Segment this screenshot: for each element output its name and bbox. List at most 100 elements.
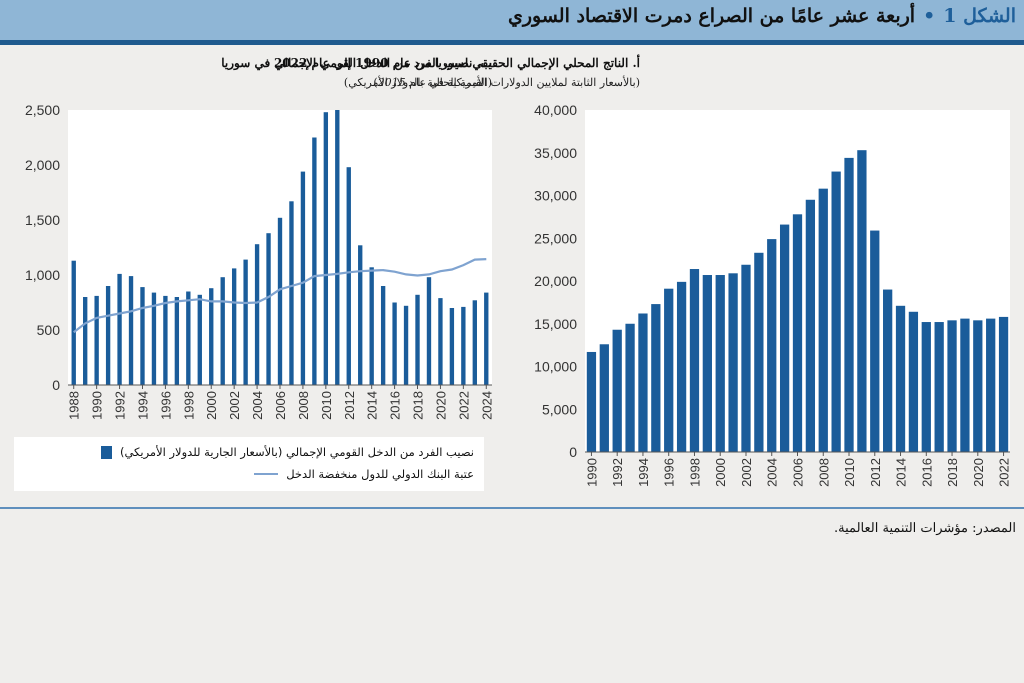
chart-b-bar: [369, 267, 374, 385]
chart-a-ytick-label: 25,000: [534, 230, 577, 246]
chart-b-xtick-label: 2014: [365, 391, 380, 420]
chart-a-bar: [638, 313, 648, 452]
chart-a-bar: [754, 252, 764, 452]
legend-bar-label: نصيب الفرد من الدخل القومي الإجمالي (بال…: [119, 445, 474, 459]
chart-a-bar: [998, 316, 1009, 452]
chart-b-bar: [426, 277, 432, 385]
panel-a-subtitle: (بالأسعار الثابتة لملايين الدولارات الأم…: [373, 76, 640, 89]
chart-b-xtick-label: 1988: [67, 391, 82, 420]
chart-b-bar: [117, 273, 122, 385]
legend-item-line: عتبة البنك الدولي للدول منخفضة الدخل: [254, 467, 474, 481]
chart-b-bar: [94, 295, 99, 385]
chart-b-xtick-label: 2024: [479, 391, 494, 420]
chart-a-bar: [625, 323, 635, 452]
chart-b-gni-per-capita: 0 500 1,000 1,500 2,000 2,500 1988 1990 1992 1994…: [25, 102, 494, 420]
chart-b-ytick-label: 2,000: [25, 157, 60, 173]
legend-bar-swatch: [100, 445, 112, 459]
source-note: المصدر: مؤشرات التنمية العالمية.: [834, 521, 1016, 536]
chart-b-bar: [289, 201, 294, 385]
chart-a-bar: [689, 269, 700, 452]
panel-a-subtitle-end: ): [373, 76, 378, 89]
chart-b-bar: [128, 276, 134, 385]
chart-b-bar: [105, 286, 111, 385]
chart-b-bar: [300, 171, 306, 385]
chart-b-xtick-label: 2010: [319, 391, 334, 420]
chart-b-xtick-label: 1998: [181, 391, 196, 420]
chart-b-bar: [83, 297, 88, 385]
chart-b-ytick-label: 500: [37, 322, 61, 338]
chart-a-real-gdp: 0 5,000 10,000 15,000 20,000 25,000 30,000 35,0…: [534, 102, 1011, 487]
chart-b-xtick-label: 2004: [250, 391, 265, 420]
chart-b-xtick-label: 2016: [388, 391, 403, 420]
chart-a-ytick-label: 20,000: [534, 273, 577, 289]
chart-b-xtick-label: 2008: [296, 391, 311, 420]
chart-b-bar: [461, 306, 466, 385]
chart-a-bar: [831, 171, 841, 452]
figure-heading: الشكل 1 • أربعة عشر عامًا من الصراع دمرت ا…: [508, 5, 1016, 27]
chart-b-bar: [266, 233, 271, 385]
chart-b-xtick-label: 1994: [135, 391, 150, 420]
chart-a-xtick-label: 2008: [816, 458, 831, 487]
chart-b-bar: [71, 260, 76, 385]
chart-a-bar: [883, 289, 893, 452]
chart-b-bar: [163, 295, 168, 385]
chart-a-bar: [986, 318, 996, 452]
chart-a-bar: [779, 224, 790, 452]
chart-b-xtick-label: 2000: [204, 391, 219, 420]
chart-a-ytick-label: 15,000: [534, 316, 577, 332]
chart-a-xtick-label: 2006: [791, 458, 806, 487]
chart-b-bar: [186, 291, 191, 385]
chart-b-threshold-line: [73, 258, 487, 334]
chart-a-ytick-label: 30,000: [534, 188, 577, 204]
chart-a-bar: [586, 351, 597, 452]
chart-b-bar: [151, 292, 157, 385]
chart-b-bar: [277, 217, 283, 385]
chart-b-bar: [231, 268, 237, 385]
chart-b-ytick-label: 0: [52, 377, 60, 393]
chart-b-ytick-label: 2,500: [25, 102, 60, 118]
chart-b-bar: [346, 167, 351, 385]
chart-a-ytick-label: 0: [569, 444, 577, 460]
chart-b-xtick-label: 2018: [411, 391, 426, 420]
chart-a-bar: [934, 322, 944, 452]
chart-a-bar: [947, 320, 957, 452]
panel-a-subtitle-year: 2015: [377, 76, 406, 89]
panel-a-title: أ. الناتج المحلي الإجمالي الحقيقي لسوريا…: [273, 56, 640, 70]
chart-b-bar: [392, 302, 397, 385]
chart-a-bar: [805, 199, 816, 452]
chart-a-xtick-label: 1996: [662, 458, 677, 487]
chart-b-bar: [323, 112, 329, 385]
chart-b-xtick-label: 2020: [433, 391, 448, 420]
legend-item-bars: نصيب الفرد من الدخل القومي الإجمالي (بال…: [100, 445, 474, 459]
chart-b-xtick-label: 2006: [273, 391, 288, 420]
chart-b-bar: [358, 245, 363, 385]
chart-a-bar: [973, 320, 983, 452]
chart-a-bar: [818, 188, 828, 452]
header-rule: [0, 40, 1024, 45]
chart-a-bar: [870, 230, 880, 452]
chart-a-bar: [857, 150, 867, 452]
chart-b-xtick-label: 1992: [113, 391, 128, 420]
chart-a-bar: [676, 281, 687, 452]
footer-rule: [0, 507, 1024, 509]
chart-a-bar: [702, 275, 712, 452]
chart-a-bar: [908, 311, 919, 452]
chart-b-xtick-label: 2022: [456, 391, 471, 420]
chart-b-bar: [220, 277, 225, 385]
chart-b-bar: [312, 137, 317, 385]
chart-a-bar: [921, 322, 931, 452]
chart-b-bar: [472, 300, 477, 385]
separator-dot: •: [923, 5, 936, 27]
chart-b-bar: [335, 110, 340, 385]
chart-a-ytick-label: 40,000: [534, 102, 577, 118]
chart-b-legend: نصيب الفرد من الدخل القومي الإجمالي (بال…: [14, 437, 484, 491]
figure-label: الشكل 1: [943, 5, 1016, 27]
figure-header: الشكل 1 • أربعة عشر عامًا من الصراع دمرت ا…: [0, 0, 1024, 40]
chart-b-bar: [197, 294, 202, 385]
chart-a-bar: [895, 305, 906, 452]
chart-a-bar: [612, 329, 622, 452]
chart-b-bar: [415, 294, 420, 385]
chart-b-xtick-label: 1990: [90, 391, 105, 420]
chart-a-bar: [844, 157, 854, 452]
chart-a-xtick-label: 2018: [945, 458, 960, 487]
